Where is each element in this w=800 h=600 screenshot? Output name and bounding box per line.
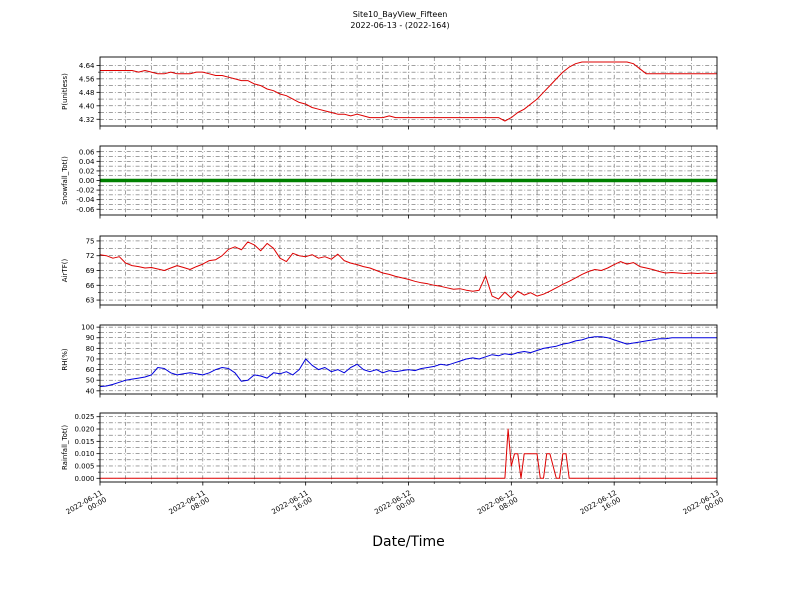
y-axis-label: AirTF() <box>61 259 69 283</box>
chart-subtitle: 2022-06-13 - (2022-164) <box>350 21 450 30</box>
series-line <box>99 241 718 300</box>
svg-text:63: 63 <box>86 297 95 305</box>
panel-P(unitless): 4.32 4.40 4.48 4.56 4.64 P(unitless) <box>61 56 718 130</box>
series-line <box>99 336 717 388</box>
svg-text:50: 50 <box>86 377 95 385</box>
svg-text:72: 72 <box>86 252 95 260</box>
svg-text:4.32: 4.32 <box>79 116 95 124</box>
x-tick-label: 2022-06-1200:00 <box>373 489 416 523</box>
svg-text:90: 90 <box>86 334 95 342</box>
chart-title: Site10_BayView_Fifteen <box>352 10 448 19</box>
panel-Rainfall_Tot(): 0.000 0.005 0.010 0.015 0.020 0.025 Rainfall_T… <box>61 412 718 486</box>
x-tick-label: 2022-06-1108:00 <box>168 489 211 523</box>
svg-text:80: 80 <box>86 345 95 353</box>
x-tick-labels: 2022-06-1100:00 2022-06-1108:00 2022-06-11… <box>65 489 725 523</box>
x-axis-title: Date/Time <box>372 534 445 550</box>
svg-text:0.020: 0.020 <box>74 426 94 434</box>
svg-text:66: 66 <box>86 282 95 290</box>
svg-text:4.64: 4.64 <box>79 62 95 70</box>
svg-text:0.06: 0.06 <box>79 148 95 156</box>
x-tick-label: 2022-06-1100:00 <box>65 489 108 523</box>
svg-text:0.04: 0.04 <box>79 158 95 166</box>
panel-RH(%): 40 50 60 70 80 90 100 RH(%) <box>61 324 718 398</box>
y-axis-label: P(unitless) <box>61 73 69 110</box>
svg-text:0.010: 0.010 <box>74 450 94 458</box>
svg-text:4.56: 4.56 <box>79 75 95 83</box>
y-axis-label: Snowfall_Tot() <box>61 156 69 205</box>
svg-text:0.000: 0.000 <box>74 475 94 483</box>
x-tick-label: 2022-06-1208:00 <box>476 489 519 523</box>
panel-AirTF(): 63 66 69 72 75 AirTF() <box>61 235 718 309</box>
x-tick-label: 2022-06-1216:00 <box>579 489 622 523</box>
svg-text:0.00: 0.00 <box>79 177 95 185</box>
series-line <box>100 428 717 479</box>
svg-text:40: 40 <box>86 387 95 395</box>
y-axis-label: RH(%) <box>61 348 69 371</box>
x-tick-label: 2022-06-1300:00 <box>682 489 725 523</box>
panel-Snowfall_Tot(): -0.06 -0.04-0.02 0.00 0.020.04 0.06 Snowfall_… <box>61 145 718 219</box>
y-axis-label: Rainfall_Tot() <box>61 425 69 470</box>
svg-text:-0.06: -0.06 <box>76 206 95 214</box>
svg-text:0.005: 0.005 <box>74 462 94 470</box>
svg-text:69: 69 <box>86 267 95 275</box>
svg-text:4.48: 4.48 <box>79 89 95 97</box>
svg-text:4.40: 4.40 <box>79 102 95 110</box>
x-tick-label: 2022-06-1116:00 <box>270 489 313 523</box>
svg-text:100: 100 <box>81 324 94 332</box>
svg-text:60: 60 <box>86 366 95 374</box>
svg-text:0.015: 0.015 <box>74 438 94 446</box>
series-line <box>100 61 717 122</box>
svg-text:-0.04: -0.04 <box>76 196 95 204</box>
svg-text:70: 70 <box>86 355 95 363</box>
svg-text:75: 75 <box>86 237 95 245</box>
svg-text:0.02: 0.02 <box>79 167 95 175</box>
svg-text:0.025: 0.025 <box>74 413 94 421</box>
svg-text:-0.02: -0.02 <box>76 187 94 195</box>
